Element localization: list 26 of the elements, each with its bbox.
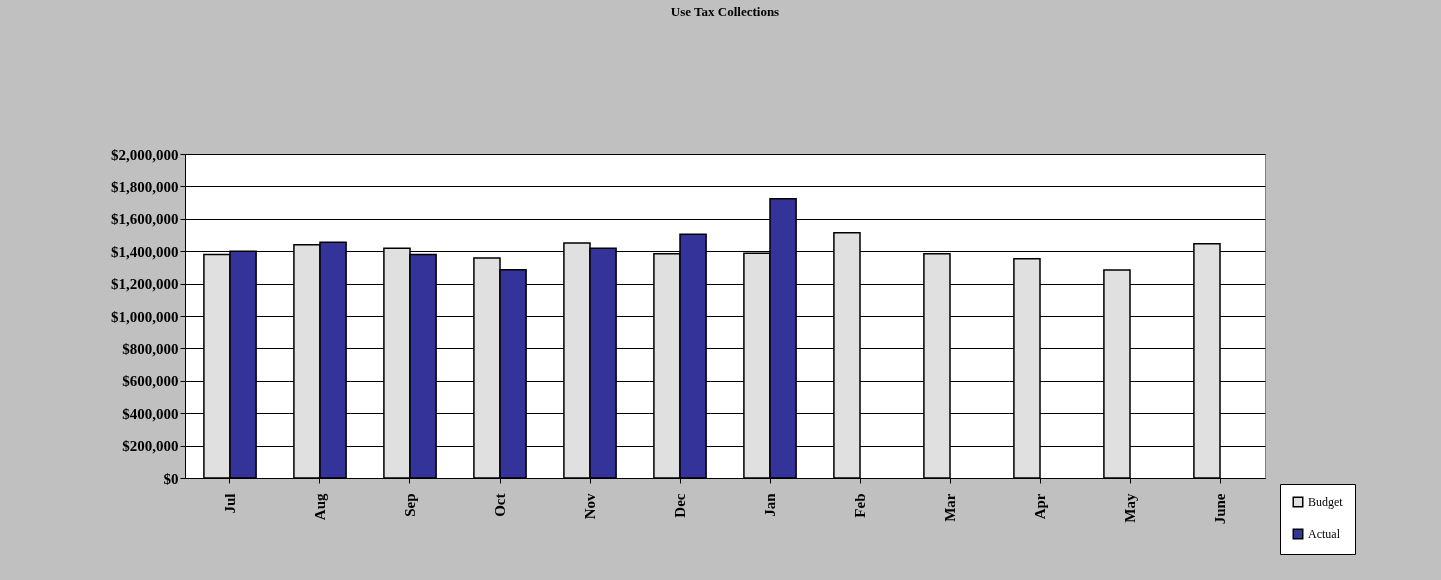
x-tick-label: Feb bbox=[852, 493, 868, 518]
y-tick-label: $2,000,000 bbox=[111, 146, 179, 163]
y-tick-label: $1,000,000 bbox=[111, 308, 179, 325]
chart-title: Use Tax Collections bbox=[670, 4, 780, 19]
legend-label: Budget bbox=[1308, 495, 1344, 509]
y-tick-label: $800,000 bbox=[122, 340, 179, 357]
legend-label: Actual bbox=[1308, 527, 1341, 541]
x-tick-label: Oct bbox=[492, 493, 508, 517]
x-tick-label: Aug bbox=[312, 493, 328, 521]
y-tick-label: $600,000 bbox=[122, 373, 179, 390]
x-tick-label: Apr bbox=[1032, 493, 1048, 520]
x-tick-label: Jan bbox=[762, 492, 778, 517]
y-tick-label: $1,400,000 bbox=[111, 243, 179, 260]
y-tick-label: $1,200,000 bbox=[111, 276, 179, 293]
y-tick-label: $0 bbox=[163, 470, 179, 487]
x-tick-label: Jul bbox=[222, 493, 238, 514]
x-tick-label: June bbox=[1212, 493, 1228, 525]
y-tick-label: $200,000 bbox=[122, 438, 179, 455]
x-tick-label: Mar bbox=[942, 493, 958, 522]
y-tick-label: $1,800,000 bbox=[111, 178, 179, 195]
x-tick-label: Nov bbox=[582, 493, 598, 520]
x-tick-label: May bbox=[1122, 493, 1138, 523]
y-tick-label: $1,600,000 bbox=[111, 211, 179, 228]
x-tick-label: Sep bbox=[402, 493, 418, 517]
y-tick-label: $400,000 bbox=[122, 405, 179, 422]
x-tick-label: Dec bbox=[672, 493, 688, 518]
